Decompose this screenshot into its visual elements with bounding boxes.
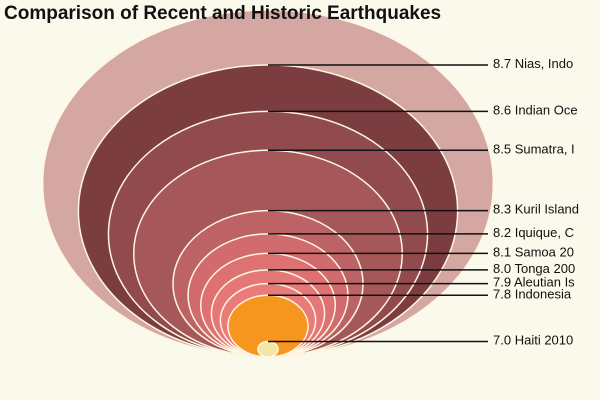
value-label: 8.2 xyxy=(493,225,511,240)
category-label: Tonga 200 xyxy=(514,261,575,276)
category-label: Haiti 2010 xyxy=(515,333,574,348)
value-label: 8.7 xyxy=(493,56,511,71)
value-label: 8.0 xyxy=(493,261,511,276)
category-label: Aleutian Is xyxy=(514,275,575,290)
value-label: 8.5 xyxy=(493,142,511,157)
bubble-label: 8.1 Samoa 20 xyxy=(493,245,574,260)
bubble-label: 7.0 Haiti 2010 xyxy=(493,333,573,348)
bubble-label: 8.6 Indian Oce xyxy=(493,103,578,118)
value-label: 8.3 xyxy=(493,202,511,217)
value-label: 7.0 xyxy=(493,333,511,348)
category-label: Sumatra, I xyxy=(515,142,575,157)
bubble-label: 8.3 Kuril Island xyxy=(493,202,579,217)
bubble-label: 8.2 Iquique, C xyxy=(493,225,574,240)
bubble-label: 8.5 Sumatra, I xyxy=(493,142,575,157)
bubble-label: 7.9 Aleutian Is xyxy=(493,275,575,290)
category-label: Iquique, C xyxy=(515,225,574,240)
value-label: 7.8 xyxy=(493,287,511,302)
ellipses xyxy=(41,9,495,358)
bubble-label: 7.8 Indonesia xyxy=(493,287,572,302)
category-label: Nias, Indo xyxy=(515,56,574,71)
value-label: 8.6 xyxy=(493,103,511,118)
category-label: Samoa 20 xyxy=(515,245,574,260)
bubble-label: 8.7 Nias, Indo xyxy=(493,56,573,71)
bubble-label: 8.0 Tonga 200 xyxy=(493,261,575,276)
bubble xyxy=(257,340,279,358)
labels: 8.7 Nias, Indo 8.6 Indian Oce 8.5 Sumatra,… xyxy=(268,56,579,348)
category-label: Kuril Island xyxy=(515,202,579,217)
value-label: 7.9 xyxy=(493,275,511,290)
value-label: 8.1 xyxy=(493,245,511,260)
category-label: Indonesia xyxy=(515,287,572,302)
category-label: Indian Oce xyxy=(515,103,578,118)
chart-title: Comparison of Recent and Historic Earthq… xyxy=(4,3,441,24)
